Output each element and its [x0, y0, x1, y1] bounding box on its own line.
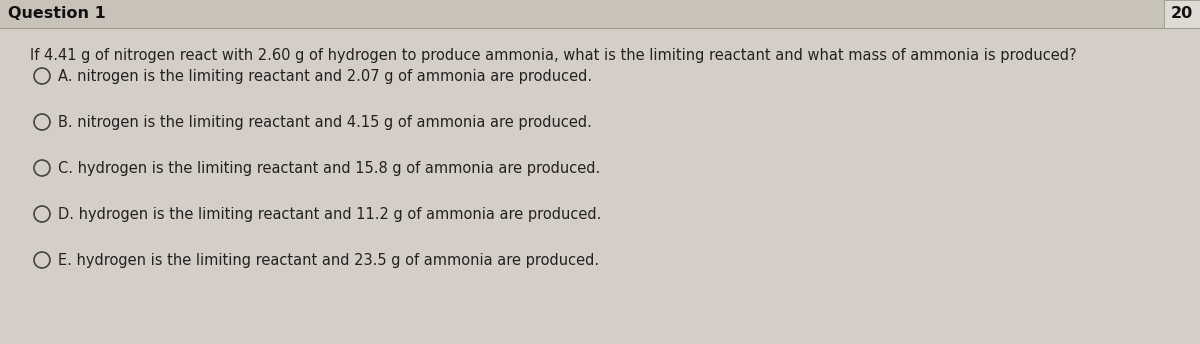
Text: E. hydrogen is the limiting reactant and 23.5 g of ammonia are produced.: E. hydrogen is the limiting reactant and… — [58, 252, 599, 268]
Bar — [0, 0, 1200, 28]
Text: A. nitrogen is the limiting reactant and 2.07 g of ammonia are produced.: A. nitrogen is the limiting reactant and… — [58, 68, 592, 84]
Text: Question 1: Question 1 — [8, 7, 106, 21]
Text: If 4.41 g of nitrogen react with 2.60 g of hydrogen to produce ammonia, what is : If 4.41 g of nitrogen react with 2.60 g … — [30, 48, 1076, 63]
Text: C. hydrogen is the limiting reactant and 15.8 g of ammonia are produced.: C. hydrogen is the limiting reactant and… — [58, 161, 600, 175]
Bar — [1164, 0, 1200, 28]
Text: 20: 20 — [1171, 7, 1193, 21]
Text: B. nitrogen is the limiting reactant and 4.15 g of ammonia are produced.: B. nitrogen is the limiting reactant and… — [58, 115, 592, 129]
Text: D. hydrogen is the limiting reactant and 11.2 g of ammonia are produced.: D. hydrogen is the limiting reactant and… — [58, 206, 601, 222]
